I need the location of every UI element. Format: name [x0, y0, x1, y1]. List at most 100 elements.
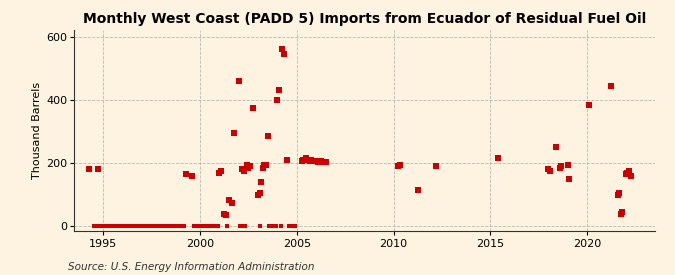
Point: [193, 224, 204, 229]
Point: [134, 224, 144, 229]
Point: [256, 180, 267, 184]
Point: [153, 224, 163, 229]
Point: [167, 224, 178, 229]
Point: [412, 188, 423, 192]
Point: [243, 166, 254, 170]
Point: [113, 224, 124, 229]
Point: [287, 224, 298, 229]
Point: [127, 224, 138, 229]
Point: [142, 224, 153, 229]
Point: [88, 224, 99, 229]
Point: [267, 224, 278, 229]
Point: [493, 156, 504, 161]
Point: [146, 224, 157, 229]
Point: [269, 224, 279, 229]
Point: [236, 224, 247, 229]
Point: [143, 224, 154, 229]
Point: [543, 167, 554, 172]
Point: [132, 224, 142, 229]
Point: [101, 224, 112, 229]
Point: [620, 172, 631, 176]
Point: [135, 224, 146, 229]
Point: [122, 224, 133, 229]
Point: [259, 163, 270, 167]
Point: [617, 210, 628, 214]
Point: [614, 191, 625, 195]
Point: [120, 224, 131, 229]
Point: [263, 134, 273, 138]
Point: [93, 224, 104, 229]
Point: [248, 106, 259, 110]
Point: [165, 224, 176, 229]
Text: Source: U.S. Energy Information Administration: Source: U.S. Energy Information Administ…: [68, 262, 314, 272]
Point: [171, 224, 182, 229]
Point: [254, 224, 265, 229]
Point: [302, 158, 313, 162]
Point: [242, 163, 252, 167]
Point: [93, 167, 104, 171]
Point: [277, 47, 288, 51]
Point: [313, 160, 323, 165]
Point: [114, 224, 125, 229]
Point: [211, 224, 221, 229]
Point: [205, 224, 215, 229]
Point: [562, 163, 573, 167]
Point: [140, 224, 151, 229]
Point: [136, 224, 147, 229]
Point: [190, 224, 200, 229]
Point: [194, 224, 205, 229]
Point: [275, 224, 286, 229]
Point: [625, 174, 636, 178]
Point: [200, 224, 211, 229]
Point: [244, 164, 255, 168]
Point: [144, 224, 155, 229]
Point: [612, 192, 623, 197]
Point: [138, 224, 149, 229]
Point: [227, 200, 238, 205]
Point: [106, 224, 117, 229]
Point: [238, 169, 249, 173]
Point: [624, 169, 634, 173]
Point: [149, 224, 160, 229]
Point: [394, 163, 405, 167]
Point: [240, 224, 250, 229]
Point: [148, 224, 159, 229]
Point: [583, 102, 594, 107]
Point: [151, 224, 162, 229]
Point: [556, 164, 567, 168]
Point: [111, 224, 122, 229]
Point: [288, 224, 299, 229]
Point: [186, 174, 197, 178]
Point: [264, 224, 275, 229]
Point: [117, 224, 128, 229]
Point: [115, 224, 126, 229]
Point: [304, 159, 315, 163]
Point: [176, 224, 186, 229]
Point: [188, 224, 199, 229]
Point: [321, 160, 331, 165]
Point: [163, 224, 173, 229]
Point: [164, 224, 175, 229]
Point: [281, 158, 292, 162]
Point: [220, 213, 231, 218]
Point: [172, 224, 183, 229]
Point: [192, 224, 202, 229]
Point: [314, 159, 325, 163]
Point: [301, 156, 312, 161]
Point: [296, 159, 307, 163]
Point: [290, 224, 300, 229]
Point: [234, 79, 244, 83]
Point: [393, 163, 404, 168]
Point: [202, 224, 213, 229]
Point: [103, 224, 113, 229]
Point: [235, 224, 246, 229]
Point: [606, 83, 617, 88]
Point: [98, 224, 109, 229]
Point: [222, 224, 233, 229]
Point: [155, 224, 165, 229]
Point: [285, 224, 296, 229]
Point: [99, 224, 110, 229]
Point: [430, 164, 441, 168]
Point: [252, 192, 263, 197]
Point: [90, 224, 101, 229]
